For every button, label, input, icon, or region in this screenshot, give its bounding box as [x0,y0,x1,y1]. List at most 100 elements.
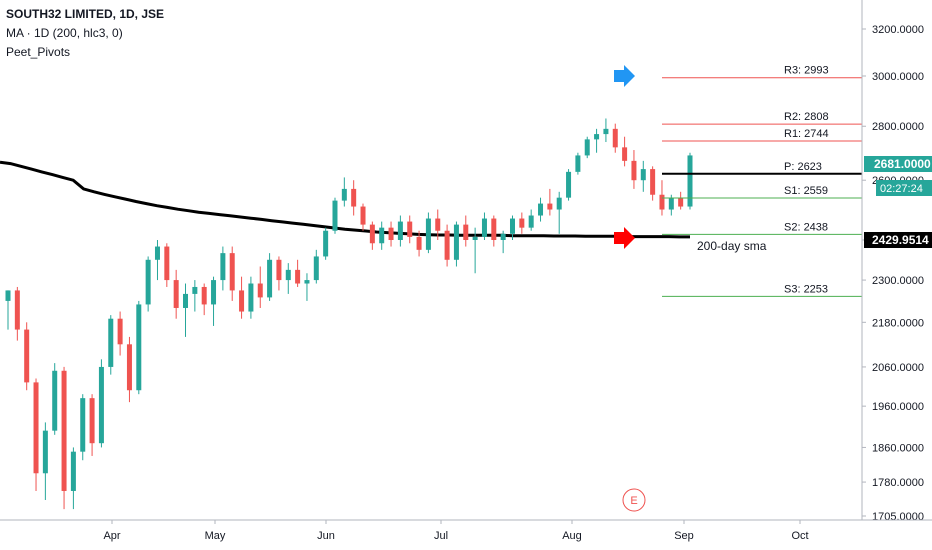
pivots-indicator-label[interactable]: Peet_Pivots [6,45,71,59]
candle [594,128,600,153]
candle [201,283,207,316]
candle [575,152,581,175]
candle [33,378,39,491]
candle [239,276,245,319]
candle [369,221,375,250]
candle [145,256,151,312]
price-axis[interactable]: 3200.00003000.00002800.00002600.00002420… [861,0,932,550]
candle [360,203,366,231]
candle [603,118,609,143]
candle [538,197,544,222]
candle [108,315,114,375]
last-price-badge: 2681.0000 [864,156,932,172]
candle [173,269,179,319]
y-tick-label: 3000.0000 [872,71,924,83]
pivot-label: R2: 2808 [784,111,829,123]
candle [276,256,282,291]
x-tick-label: Aug [562,530,582,542]
pivot-label: P: 2623 [784,161,822,173]
candle [407,215,413,244]
earnings-marker-label: E [630,495,637,507]
candle [547,188,553,216]
candle [640,160,646,192]
candle [622,136,628,167]
candle [519,212,525,234]
candle [397,215,403,247]
pivot-level-s2: S2: 2438 [662,221,862,235]
candle [472,227,478,274]
sma-200-line [0,160,690,239]
pivot-label: S2: 2438 [784,221,828,233]
candle [70,447,76,510]
symbol-title[interactable]: SOUTH32 LIMITED, 1D, JSE [6,7,165,21]
candle [612,123,618,153]
pivot-level-r3: R3: 2993 [662,65,862,79]
candle [42,422,48,500]
candle [98,359,104,448]
candle [379,221,385,250]
candle [229,246,235,301]
pivot-level-s1: S1: 2559 [662,185,862,199]
candle [556,191,562,234]
candle [183,283,189,337]
candle [341,177,347,207]
y-tick-label: 2060.0000 [872,362,924,374]
candle [584,136,590,159]
candle [14,286,20,341]
candle [509,215,515,240]
candle [528,209,534,231]
svg-text:2429.9514: 2429.9514 [872,233,929,247]
candle [313,249,319,284]
y-tick-label: 3200.0000 [872,24,924,36]
y-tick-label: 1780.0000 [872,477,924,489]
candle [24,322,30,391]
candle [481,212,487,240]
time-axis[interactable]: Apr May Jun Jul Aug Sep Oct [0,519,932,542]
candle [257,266,263,308]
candle [566,169,572,201]
svg-text:02:27:24: 02:27:24 [880,183,923,195]
candle [444,224,450,267]
pivot-level-r2: R2: 2808 [662,111,862,125]
candle [416,230,422,257]
x-tick-label: Jul [434,530,448,542]
chart-legend: SOUTH32 LIMITED, 1D, JSE MA · 1D (200, h… [6,5,164,62]
x-tick-label: Apr [103,530,120,542]
svg-text:2681.0000: 2681.0000 [874,157,931,171]
candle [650,166,656,201]
candle [351,180,357,216]
candle [388,221,394,247]
candle [154,240,160,281]
y-tick-label: 2300.0000 [872,275,924,287]
candle [425,212,431,254]
candle [248,276,254,319]
candle [304,273,310,301]
red-arrow-marker [614,227,635,249]
y-tick-label: 2800.0000 [872,121,924,133]
sma-annotation-label: 200-day sma [697,239,767,253]
x-tick-label: May [205,530,226,542]
y-tick-label: 2180.0000 [872,317,924,329]
x-tick-label: Oct [791,530,808,542]
blue-arrow-marker [614,65,635,87]
y-tick-label: 1705.0000 [872,511,924,523]
candle [52,363,58,435]
candle [136,300,142,395]
candlestick-series [5,118,693,510]
candle [453,221,459,267]
x-tick-label: Sep [674,530,694,542]
candle [126,336,132,403]
ma-indicator-label[interactable]: MA · 1D (200, hlc3, 0) [6,26,123,40]
candle [267,253,273,301]
candle [435,209,441,240]
candle [491,215,497,247]
candle [164,243,170,287]
candle [631,150,637,189]
earnings-marker[interactable] [622,488,646,512]
sma-200-series [0,160,690,239]
pivot-levels: R3: 2993 R2: 2808 R1: 2744 P: 2623 S1: 2559 S… [662,65,862,297]
candle [323,227,329,260]
candle [80,394,86,461]
candle [61,366,67,510]
